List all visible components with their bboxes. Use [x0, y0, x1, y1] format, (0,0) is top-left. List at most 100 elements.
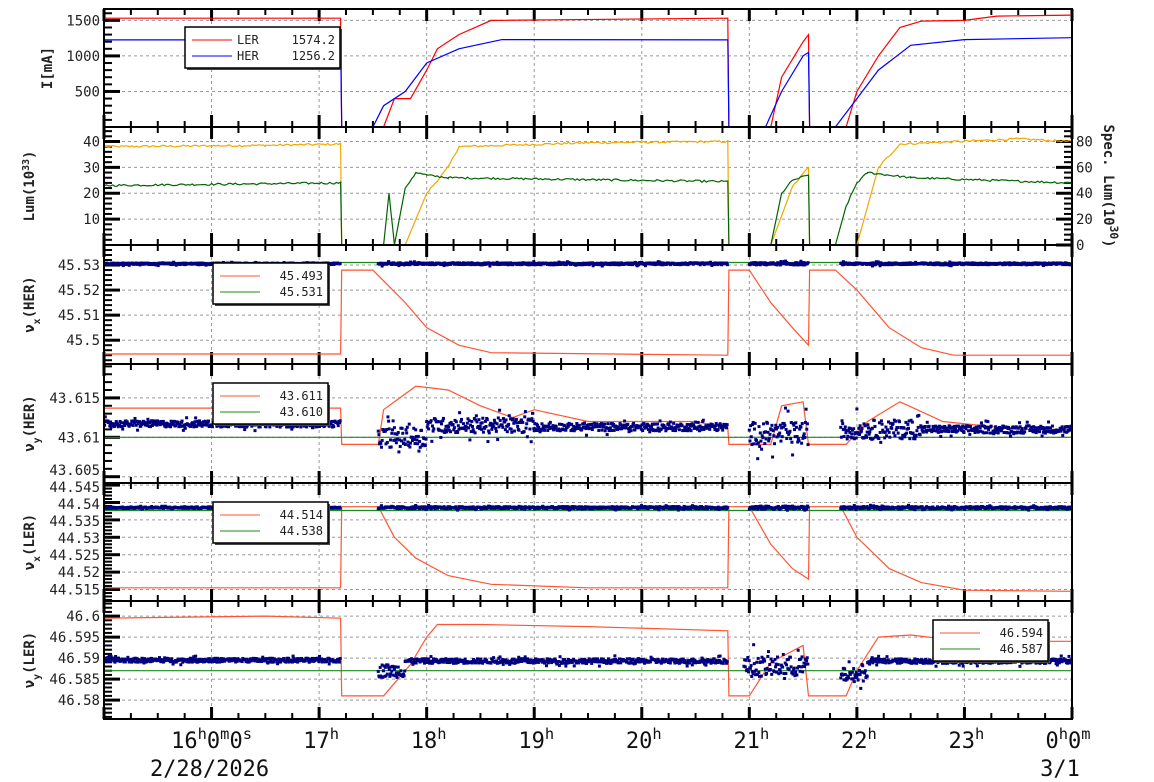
data-point [868, 430, 872, 434]
data-point [464, 428, 468, 432]
data-point [584, 427, 588, 431]
data-point [174, 424, 178, 428]
data-point [668, 420, 672, 424]
data-point [405, 261, 409, 265]
data-point [972, 426, 976, 430]
data-point [410, 438, 414, 442]
data-point [503, 420, 507, 424]
data-point [878, 264, 882, 268]
data-point [789, 421, 793, 425]
data-point [125, 420, 129, 424]
data-point [408, 445, 412, 449]
data-point [176, 420, 180, 424]
data-point [915, 429, 919, 433]
data-point [653, 422, 657, 426]
data-point [1031, 430, 1035, 434]
data-point [440, 429, 444, 433]
data-point [979, 429, 983, 433]
data-point [870, 264, 874, 268]
data-point [783, 504, 787, 508]
data-point [113, 660, 117, 664]
data-point [623, 419, 627, 423]
data-point [621, 426, 625, 430]
data-point [864, 434, 868, 438]
y-axis-label: νx(LER) [22, 514, 43, 571]
data-point [806, 505, 810, 509]
data-point [487, 431, 491, 435]
data-point [683, 425, 687, 429]
data-point [974, 429, 978, 433]
data-point [785, 437, 789, 441]
data-point [114, 420, 118, 424]
data-point [918, 433, 922, 437]
data-point [615, 505, 619, 509]
data-point [854, 436, 858, 440]
data-point [635, 424, 639, 428]
data-point [844, 431, 848, 435]
data-point [563, 424, 567, 428]
data-point [430, 439, 434, 443]
data-point [612, 428, 616, 432]
data-point [162, 422, 166, 426]
data-point [512, 429, 516, 433]
data-point [411, 435, 415, 439]
data-point [907, 503, 911, 507]
data-point [1030, 427, 1034, 431]
data-point [465, 421, 469, 425]
data-point [776, 504, 780, 508]
data-point [109, 654, 113, 658]
data-point [983, 426, 987, 430]
data-point [937, 430, 941, 434]
data-point [509, 427, 513, 431]
data-point [652, 429, 656, 433]
data-point [877, 437, 881, 441]
data-point [592, 421, 596, 425]
data-point [896, 426, 900, 430]
series-group [104, 14, 1072, 127]
data-point [466, 417, 470, 421]
data-point [767, 439, 771, 443]
data-point [865, 435, 869, 439]
data-point [676, 508, 680, 512]
data-point [862, 422, 866, 426]
data-point [478, 424, 482, 428]
data-point [414, 428, 418, 432]
data-point [945, 426, 949, 430]
data-point [785, 430, 789, 434]
legend: 44.514 44.538 [212, 501, 330, 545]
data-point [452, 426, 456, 430]
data-point [243, 428, 247, 432]
data-point [920, 428, 924, 432]
data-point [914, 433, 918, 437]
data-point [554, 425, 558, 429]
data-point [477, 418, 481, 422]
data-point [557, 427, 561, 431]
data-point [416, 442, 420, 446]
data-point [577, 423, 581, 427]
data-point [614, 425, 618, 429]
data-point [774, 427, 778, 431]
data-point [716, 505, 720, 509]
data-point [756, 457, 760, 461]
data-point [507, 422, 511, 426]
data-point [490, 427, 494, 431]
data-point [336, 421, 340, 425]
series-group [104, 385, 1072, 461]
data-point [530, 417, 534, 421]
data-point [142, 420, 146, 424]
data-point [188, 424, 192, 428]
data-point [861, 506, 865, 510]
data-point [909, 418, 913, 422]
data-point [757, 506, 761, 510]
data-point [748, 439, 752, 443]
label-part: I[mA] [40, 47, 56, 89]
data-point [806, 443, 810, 447]
data-point [133, 416, 137, 420]
data-point [948, 426, 952, 430]
right-y-tick-label: 20 [1076, 212, 1093, 228]
data-point [136, 428, 140, 432]
data-point [854, 508, 858, 512]
data-point [198, 419, 202, 423]
data-point [760, 434, 764, 438]
data-point [1032, 425, 1036, 429]
